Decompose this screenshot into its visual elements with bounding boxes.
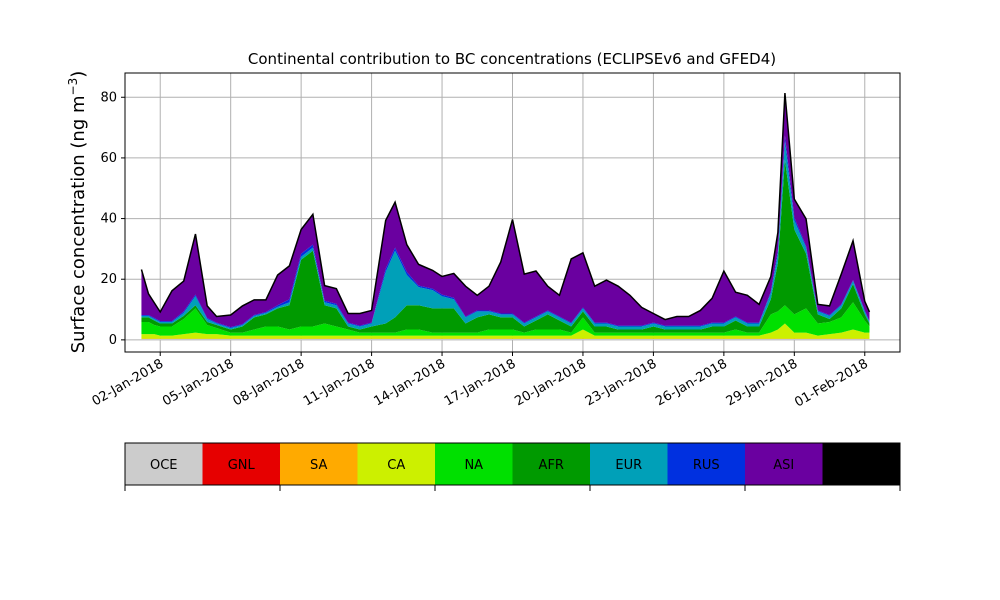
total-outline bbox=[140, 92, 871, 321]
y-tick-label: 20 bbox=[100, 272, 117, 287]
legend-swatch-ca bbox=[357, 443, 435, 485]
total-line bbox=[140, 92, 871, 321]
area-oce bbox=[141, 338, 870, 340]
legend-swatch-afr bbox=[512, 443, 590, 485]
chart-title: Continental contribution to BC concentra… bbox=[248, 50, 776, 68]
x-axis: 02-Jan-201805-Jan-201808-Jan-201811-Jan-… bbox=[90, 352, 871, 410]
y-axis-label: Surface concentration (ng m−3) bbox=[66, 71, 89, 354]
y-tick-label: 80 bbox=[100, 90, 117, 105]
legend-swatch-gnl bbox=[202, 443, 280, 485]
x-tick-label: 02-Jan-2018 bbox=[90, 356, 167, 409]
legend-swatch-asi bbox=[745, 443, 823, 485]
legend-swatch-sa bbox=[280, 443, 358, 485]
x-tick-label: 14-Jan-2018 bbox=[371, 356, 448, 409]
legend-label-na: NA bbox=[464, 458, 483, 473]
legend-swatch-eur bbox=[590, 443, 668, 485]
legend-label-eur: EUR bbox=[615, 458, 642, 473]
legend-swatch-aus bbox=[822, 443, 900, 485]
legend-label-oce: OCE bbox=[150, 458, 178, 473]
y-tick-label: 60 bbox=[100, 151, 117, 166]
y-axis-label-main: Surface concentration (ng m bbox=[68, 95, 89, 353]
legend-label-sa: SA bbox=[310, 458, 327, 473]
legend-swatch-rus bbox=[667, 443, 745, 485]
legend-swatch-na bbox=[435, 443, 513, 485]
x-tick-label: 05-Jan-2018 bbox=[160, 356, 237, 409]
stacked-areas bbox=[141, 93, 870, 340]
x-tick-label: 26-Jan-2018 bbox=[653, 356, 730, 409]
y-tick-label: 40 bbox=[100, 212, 117, 227]
legend-label-ca: CA bbox=[387, 458, 405, 473]
legend-label-asi: ASI bbox=[773, 458, 794, 473]
legend-swatch-oce bbox=[125, 443, 203, 485]
x-tick-label: 01-Feb-2018 bbox=[792, 356, 871, 410]
area-asi bbox=[141, 93, 870, 328]
x-tick-label: 17-Jan-2018 bbox=[442, 356, 519, 409]
x-tick-label: 11-Jan-2018 bbox=[301, 356, 378, 409]
x-tick-label: 20-Jan-2018 bbox=[512, 356, 589, 409]
legend: OCE GNL SA CA NA AFR EUR RUS ASI AUS bbox=[124, 442, 901, 491]
legend-label-aus: AUS bbox=[848, 458, 875, 473]
y-axis: 0 20 40 60 80 bbox=[100, 90, 125, 348]
x-tick-label: 23-Jan-2018 bbox=[583, 356, 660, 409]
y-tick-label: 0 bbox=[109, 333, 117, 348]
x-tick-label: 08-Jan-2018 bbox=[231, 356, 308, 409]
legend-frame bbox=[124, 442, 901, 486]
y-axis-label-sup: −3 bbox=[66, 78, 80, 96]
area-na bbox=[141, 302, 870, 336]
y-axis-label-close: ) bbox=[68, 71, 89, 78]
legend-label-afr: AFR bbox=[539, 458, 564, 473]
legend-label-gnl: GNL bbox=[228, 458, 256, 473]
x-tick-label: 29-Jan-2018 bbox=[724, 356, 801, 409]
legend-label-rus: RUS bbox=[693, 458, 720, 473]
